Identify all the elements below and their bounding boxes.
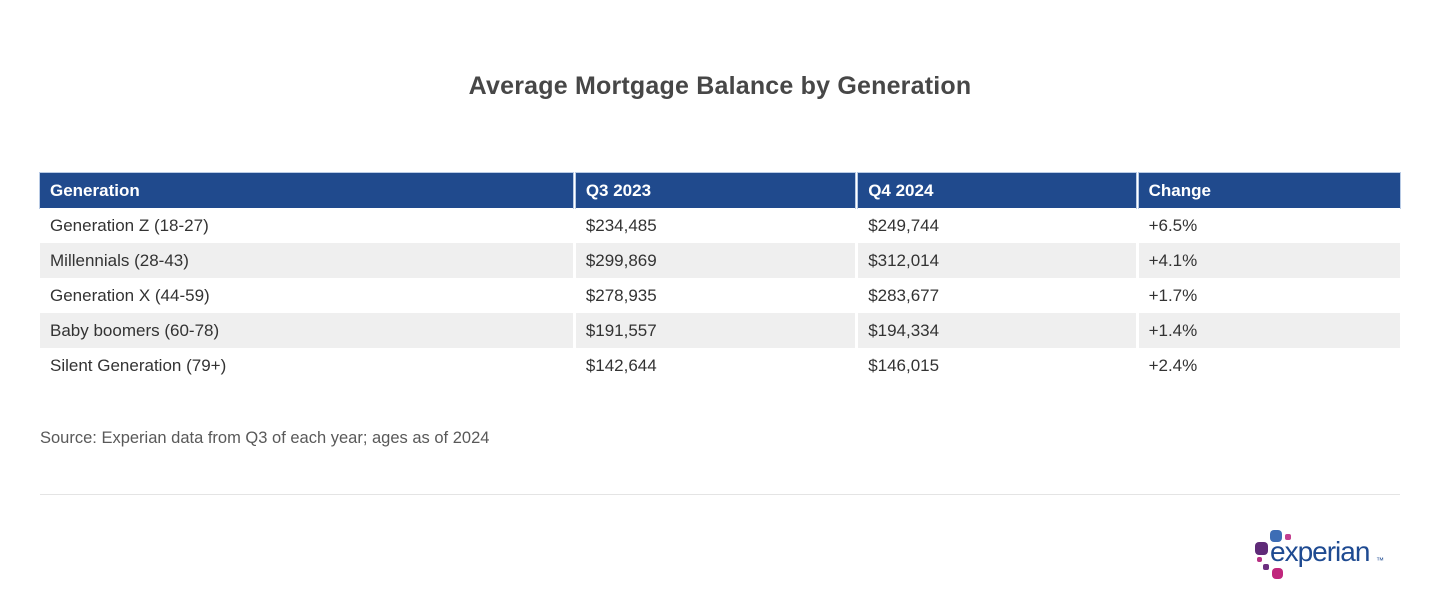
table-cell-change: +4.1% (1138, 243, 1400, 278)
column-header-change: Change (1138, 173, 1400, 208)
logo-dot-purple-icon (1255, 542, 1268, 555)
table-cell-q3-2023: $278,935 (575, 278, 856, 313)
table-cell-q3-2023: $299,869 (575, 243, 856, 278)
logo-dot-magenta-icon (1257, 557, 1262, 562)
table-cell-change: +2.4% (1138, 348, 1400, 383)
column-header-q3-2023: Q3 2023 (575, 173, 856, 208)
column-header-generation: Generation (40, 173, 573, 208)
table-cell-q3-2023: $191,557 (575, 313, 856, 348)
experian-logo: experian ™ (1248, 524, 1388, 586)
table-cell-generation: Millennials (28-43) (40, 243, 573, 278)
logo-dot-blue-icon (1270, 530, 1282, 542)
column-header-q4-2024: Q4 2024 (858, 173, 1136, 208)
page-title: Average Mortgage Balance by Generation (468, 72, 972, 100)
table-cell-q3-2023: $142,644 (575, 348, 856, 383)
logo-dot-magenta-icon (1272, 568, 1283, 579)
divider (40, 494, 1400, 495)
table-cell-q3-2023: $234,485 (575, 208, 856, 243)
table-cell-change: +6.5% (1138, 208, 1400, 243)
logo-dot-magenta-icon (1285, 534, 1291, 540)
table-cell-generation: Silent Generation (79+) (40, 348, 573, 383)
table-cell-q4-2024: $194,334 (858, 313, 1136, 348)
mortgage-balance-table: Generation Q3 2023 Q4 2024 Change Genera… (40, 173, 1400, 383)
logo-dot-purple-icon (1263, 564, 1269, 570)
table-cell-q4-2024: $249,744 (858, 208, 1136, 243)
source-note: Source: Experian data from Q3 of each ye… (40, 429, 490, 447)
trademark-symbol: ™ (1376, 556, 1384, 565)
table-cell-generation: Generation Z (18-27) (40, 208, 573, 243)
table-cell-q4-2024: $312,014 (858, 243, 1136, 278)
page-content: Average Mortgage Balance by Generation G… (40, 72, 1400, 495)
table-cell-q4-2024: $146,015 (858, 348, 1136, 383)
experian-logo-text: experian (1270, 536, 1370, 567)
table-cell-q4-2024: $283,677 (858, 278, 1136, 313)
table-cell-generation: Baby boomers (60-78) (40, 313, 573, 348)
table-cell-change: +1.4% (1138, 313, 1400, 348)
table-cell-generation: Generation X (44-59) (40, 278, 573, 313)
table-cell-change: +1.7% (1138, 278, 1400, 313)
